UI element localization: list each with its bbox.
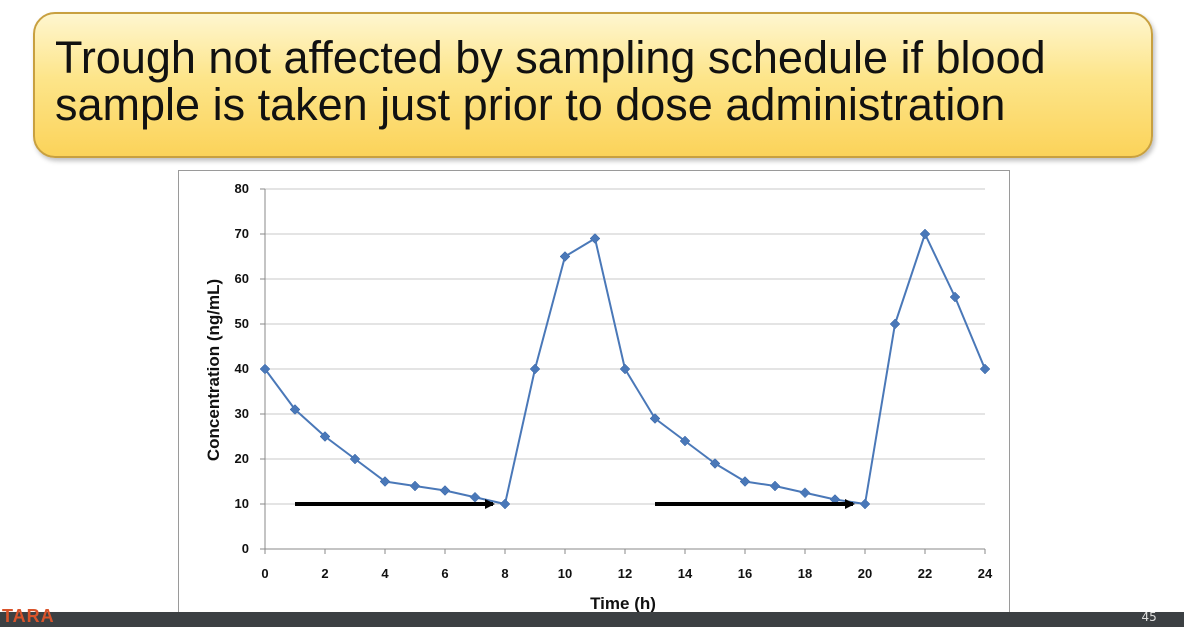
y-tick-label: 70	[235, 226, 249, 241]
x-tick-label: 8	[501, 566, 508, 581]
y-tick-label: 80	[235, 181, 249, 196]
video-control-bar: TARA 45	[0, 606, 1184, 627]
data-point	[889, 318, 901, 330]
data-point	[379, 476, 391, 487]
data-point	[979, 363, 991, 375]
x-tick-label: 22	[918, 566, 932, 581]
x-tick-label: 20	[858, 566, 872, 581]
brand-logo: TARA	[2, 606, 55, 626]
data-point	[559, 251, 571, 262]
data-point	[409, 480, 421, 492]
y-tick-label: 50	[235, 316, 249, 331]
x-tick-label: 16	[738, 566, 752, 581]
x-tick-label: 2	[321, 566, 328, 581]
data-point	[649, 413, 661, 424]
data-point	[259, 363, 271, 375]
data-point	[589, 233, 601, 244]
data-point	[439, 485, 451, 496]
slide-title-box: Trough not affected by sampling schedule…	[33, 12, 1153, 158]
y-tick-label: 0	[242, 541, 249, 556]
y-tick-label: 20	[235, 451, 249, 466]
data-point	[919, 228, 931, 240]
data-point	[619, 363, 631, 375]
x-tick-label: 0	[261, 566, 268, 581]
data-point	[529, 363, 541, 375]
slide-title: Trough not affected by sampling schedule…	[55, 32, 1046, 130]
y-tick-label: 10	[235, 496, 249, 511]
data-point	[289, 404, 301, 415]
data-point	[679, 435, 691, 447]
data-point	[739, 476, 751, 487]
x-tick-label: 14	[678, 566, 693, 581]
data-point	[469, 491, 481, 503]
y-tick-label: 40	[235, 361, 249, 376]
y-axis-title: Concentration (ng/mL)	[204, 279, 223, 461]
data-point	[499, 498, 511, 510]
data-point	[319, 431, 331, 442]
x-tick-label: 12	[618, 566, 632, 581]
data-point	[859, 498, 871, 510]
grid-layer	[265, 188, 985, 505]
x-tick-label: 4	[381, 566, 389, 581]
y-tick-label: 60	[235, 271, 249, 286]
data-point	[799, 487, 811, 499]
player-controls[interactable]: 45	[1141, 610, 1176, 624]
chart-frame: 0 10 20 30 40 50 60 70 80 0 2 4 6 8 10 12 14 16 18 20 22 24 T…	[178, 170, 1010, 627]
x-tick-label: 24	[978, 566, 993, 581]
x-tick-label: 6	[441, 566, 448, 581]
data-point	[349, 453, 361, 465]
x-axis-title: Time (h)	[590, 594, 656, 613]
y-tick-label: 30	[235, 406, 249, 421]
x-tick-label: 10	[558, 566, 572, 581]
series-layer	[259, 228, 991, 510]
data-point	[709, 458, 721, 469]
x-tick-label: 18	[798, 566, 812, 581]
data-point	[949, 291, 961, 303]
data-point	[769, 480, 781, 492]
